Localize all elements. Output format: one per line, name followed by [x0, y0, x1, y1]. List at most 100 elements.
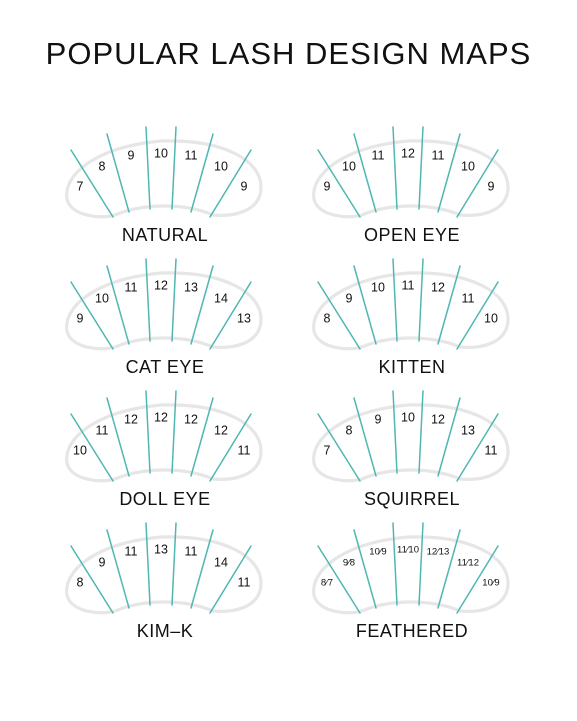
lash-length-label: 11: [185, 148, 198, 162]
lash-zone-divider: [145, 390, 151, 474]
lash-zone-divider: [437, 529, 461, 609]
lash-zone-divider: [145, 522, 151, 606]
lash-zone-divider: [106, 529, 130, 609]
lash-zone-divider: [190, 529, 214, 609]
lash-length-label: 8: [346, 423, 353, 437]
lash-zone-divider: [171, 390, 177, 474]
lash-length-label: 8: [77, 575, 84, 589]
lash-length-label: 10: [342, 159, 356, 173]
lash-length-label: 11: [402, 278, 415, 292]
lash-length-label: 11: [125, 280, 138, 294]
lash-zone-divider: [418, 258, 424, 342]
lash-length-label: 9⁄8: [343, 558, 355, 569]
lash-length-label: 11: [372, 148, 385, 162]
lash-length-label: 10⁄9: [369, 547, 386, 558]
lash-zone-divider: [171, 258, 177, 342]
lash-zone-divider: [418, 522, 424, 606]
lash-length-label: 10: [461, 159, 475, 173]
lash-length-label: 10: [154, 146, 168, 160]
lash-zone-divider: [418, 390, 424, 474]
lash-length-label: 10: [95, 291, 109, 305]
lash-length-label: 11: [96, 423, 109, 437]
lash-length-label: 7: [324, 443, 331, 457]
lash-map: 8 9 11 13 11 14 11 KIM–K: [65, 522, 263, 641]
lash-length-label: 11: [485, 443, 498, 457]
lash-zone-divider: [106, 265, 130, 345]
lash-zone-divider: [437, 133, 461, 213]
lash-length-label: 13: [184, 280, 198, 294]
eye-outline: [312, 271, 510, 351]
lash-zone-divider: [353, 529, 377, 609]
lash-length-label: 12: [184, 412, 198, 426]
lash-length-label: 14: [214, 555, 228, 569]
lash-length-label: 7: [77, 179, 84, 193]
eye-outline: [65, 403, 263, 483]
lash-length-label: 10: [371, 280, 385, 294]
eye-outline: [65, 271, 263, 351]
lash-length-label: 11⁄10: [397, 545, 419, 556]
lash-zone-divider: [456, 149, 499, 218]
lash-zone-divider: [209, 413, 252, 482]
lash-length-label: 14: [214, 291, 228, 305]
lash-length-label: 11: [432, 148, 445, 162]
lash-zone-divider: [70, 149, 114, 218]
lash-length-label: 10: [401, 410, 415, 424]
lash-map: 10 11 12 12 12 12 11 DOLL EYE: [65, 390, 263, 509]
lash-zone-divider: [392, 522, 398, 606]
lash-zone-divider: [106, 397, 130, 477]
lash-map: 9 10 11 12 13 14 13 CAT EYE: [65, 258, 263, 377]
lash-length-label: 13: [461, 423, 475, 437]
lash-length-label: 12: [401, 146, 415, 160]
lash-zone-divider: [392, 126, 398, 210]
lash-zone-divider: [171, 522, 177, 606]
lash-zone-divider: [317, 149, 361, 218]
lash-length-label: 10: [73, 443, 87, 457]
lash-length-label: 9: [99, 555, 106, 569]
lash-zone-divider: [70, 545, 114, 614]
map-name: SQUIRREL: [364, 489, 460, 509]
lash-zone-divider: [456, 281, 499, 350]
lash-length-label: 9: [346, 291, 353, 305]
map-name: KIM–K: [137, 621, 194, 641]
lash-length-label: 12: [431, 280, 445, 294]
lash-zone-divider: [392, 390, 398, 474]
lash-zone-divider: [353, 397, 377, 477]
lash-map: 9 10 11 12 11 10 9 OPEN EYE: [312, 126, 510, 245]
eye-outline: [65, 139, 263, 219]
lash-length-label: 11: [462, 291, 475, 305]
lash-length-label: 9: [324, 179, 331, 193]
eye-outline: [312, 403, 510, 483]
lash-length-label: 9: [77, 311, 84, 325]
lash-zone-divider: [171, 126, 177, 210]
lash-length-label: 10⁄9: [482, 578, 499, 589]
lash-zone-divider: [317, 413, 361, 482]
lash-length-label: 11⁄12: [457, 558, 479, 569]
lash-length-label: 12⁄13: [427, 547, 450, 558]
lash-zone-divider: [106, 133, 130, 213]
eye-outline: [312, 535, 510, 615]
lash-zone-divider: [418, 126, 424, 210]
lash-zone-divider: [353, 265, 377, 345]
lash-zone-divider: [209, 281, 252, 350]
lash-length-label: 9: [241, 179, 248, 193]
lash-zone-divider: [456, 413, 499, 482]
lash-length-label: 9: [128, 148, 135, 162]
lash-zone-divider: [209, 545, 252, 614]
map-name: FEATHERED: [356, 621, 468, 641]
lash-length-label: 10: [214, 159, 228, 173]
lash-zone-divider: [353, 133, 377, 213]
eye-outline: [312, 139, 510, 219]
map-name: OPEN EYE: [364, 225, 460, 245]
lash-zone-divider: [70, 281, 114, 350]
lash-zone-divider: [190, 265, 214, 345]
lash-length-label: 10: [484, 311, 498, 325]
lash-length-label: 8: [99, 159, 106, 173]
lash-zone-divider: [437, 265, 461, 345]
lash-map: 8 9 10 11 12 11 10 KITTEN: [312, 258, 510, 377]
lash-length-label: 12: [154, 410, 168, 424]
lash-length-label: 12: [124, 412, 138, 426]
lash-zone-divider: [209, 149, 252, 218]
lash-map: 7 8 9 10 12 13 11 SQUIRREL: [312, 390, 510, 509]
